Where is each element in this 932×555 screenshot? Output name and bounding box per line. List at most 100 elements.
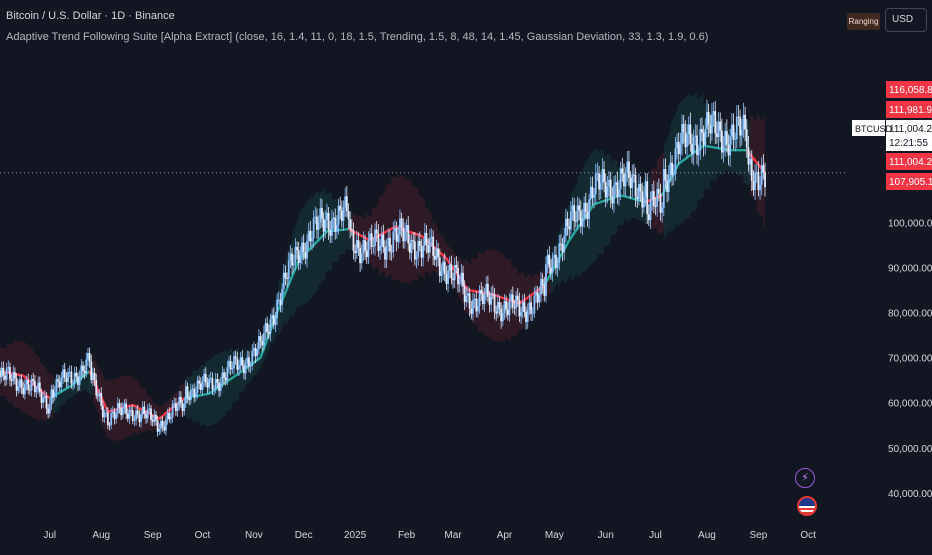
candle-body [588, 199, 591, 220]
candle-body [296, 247, 298, 251]
candle-body [344, 196, 347, 208]
candle-body [337, 205, 340, 225]
candle-body [505, 300, 508, 310]
candle-body [155, 414, 157, 421]
candle-body [23, 384, 26, 395]
candle-body [100, 393, 103, 406]
candle-body [596, 173, 599, 175]
lightning-icon[interactable]: ⚡ [795, 468, 815, 488]
symbol-tag: BTCUSD [855, 124, 893, 134]
candle-body [261, 340, 264, 346]
candle-body [314, 216, 317, 218]
candle-body [501, 312, 504, 322]
candle-body [727, 144, 730, 156]
x-tick-label: Jul [649, 530, 662, 541]
regime-badge: Ranging [847, 13, 880, 30]
candle-body [291, 253, 293, 266]
trend-segment [88, 370, 185, 420]
symbol-tag-bg [852, 120, 885, 136]
candle-body [25, 380, 28, 385]
candle-body [633, 174, 635, 176]
candle-body [62, 369, 64, 378]
indicator-legend[interactable]: Adaptive Trend Following Suite [Alpha Ex… [6, 31, 709, 43]
candle-body [712, 111, 715, 116]
candle-body [266, 323, 269, 332]
y-tick-label: 80,000.00 [888, 309, 932, 320]
candle-body [691, 143, 693, 154]
candle-body [158, 428, 161, 432]
candle-body [327, 212, 330, 231]
candle-body [661, 207, 664, 213]
candle-body [591, 186, 594, 198]
candle-body [576, 205, 579, 222]
candle-body [584, 202, 587, 213]
candle-body [58, 381, 61, 388]
candle-body [128, 410, 131, 419]
candle-body [264, 323, 267, 333]
currency-button[interactable]: USD [885, 8, 927, 32]
candle-body [662, 169, 665, 208]
candle-body [631, 174, 634, 189]
candle-body [689, 124, 692, 144]
candle-body [405, 225, 408, 232]
x-tick-label: May [545, 530, 564, 541]
candle-body [95, 380, 98, 396]
candle-body [28, 390, 31, 391]
candle-body [382, 234, 385, 248]
candle-body [413, 241, 416, 260]
candle-body [243, 365, 245, 374]
candle-body [251, 350, 254, 366]
candle-body [98, 393, 101, 397]
candle-body [589, 186, 592, 200]
candle-body [739, 116, 742, 136]
candle-body [394, 228, 396, 232]
candle-body [525, 311, 527, 323]
us-flag-icon[interactable] [797, 496, 817, 516]
candle-body [671, 162, 673, 176]
candle-body [759, 184, 761, 191]
candle-body [417, 240, 420, 258]
candle-body [130, 410, 132, 411]
candle-body [613, 185, 615, 204]
candle-body [35, 389, 38, 393]
candle-body [644, 181, 647, 197]
candle-body [711, 115, 713, 134]
candle-body [269, 319, 272, 335]
candle-body [442, 261, 444, 272]
candle-body [744, 114, 747, 130]
candle-body [513, 307, 516, 309]
x-tick-label: Oct [800, 530, 816, 541]
candle-body [438, 257, 441, 276]
candle-body [17, 386, 20, 391]
candle-body [349, 219, 352, 229]
candle-body [618, 189, 620, 198]
candle-body [629, 177, 632, 189]
candle-body [734, 139, 737, 140]
candle-body [667, 174, 670, 192]
candle-body [586, 212, 589, 220]
candle-body [369, 233, 371, 241]
x-tick-label: 2025 [344, 530, 367, 541]
candle-body [42, 397, 45, 403]
candle-body [764, 172, 766, 188]
x-tick-label: Aug [92, 530, 110, 541]
candle-body [536, 292, 539, 303]
candle-body [717, 121, 720, 138]
candle-body [179, 396, 182, 404]
candle-body [206, 382, 209, 388]
candle-body [681, 123, 683, 145]
candle-body [116, 403, 119, 414]
candle-body [126, 413, 129, 419]
y-tick-label: 70,000.00 [888, 354, 932, 365]
candle-body [598, 173, 600, 190]
candle-body [271, 315, 274, 320]
candle-body [221, 372, 224, 383]
candle-body [297, 250, 300, 263]
candle-body [321, 208, 323, 219]
candle-body [27, 380, 30, 391]
candle-body [530, 302, 532, 314]
candle-body [199, 383, 202, 390]
candle-body [599, 183, 602, 190]
